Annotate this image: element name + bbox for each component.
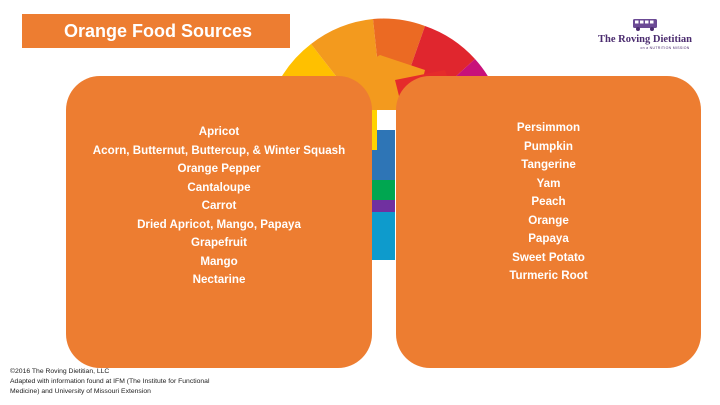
wheel-segment-green <box>365 180 395 200</box>
brand-logo: The Roving Dietitian on a NUTRITION MISS… <box>590 18 700 50</box>
attribution-line: Medicine) and University of Missouri Ext… <box>10 388 151 395</box>
list-item: Carrot <box>201 199 237 212</box>
attribution-line: Adapted with information found at IFM (T… <box>10 378 210 385</box>
list-item: Grapefruit <box>190 236 248 249</box>
food-list-card-left: Apricot Acorn, Butternut, Buttercup, & W… <box>66 76 372 368</box>
copyright-footer: ©2016 The Roving Dietitian, LLC Adapted … <box>10 367 310 397</box>
page-title: Orange Food Sources <box>64 20 253 41</box>
food-list-right: Persimmon Pumpkin Tangerine Yam Peach Or… <box>396 119 701 286</box>
brand-name: The Roving Dietitian <box>598 34 692 45</box>
food-list-left: Apricot Acorn, Butternut, Buttercup, & W… <box>66 123 372 290</box>
list-item: Mango <box>200 254 238 268</box>
list-item: Apricot <box>198 125 240 138</box>
list-item: Peach <box>531 195 566 208</box>
copyright-line: ©2016 The Roving Dietitian, LLC <box>10 368 110 375</box>
bus-icon <box>633 19 657 31</box>
list-item: Yam <box>536 176 561 190</box>
list-item: Orange Pepper <box>177 162 261 175</box>
list-item: Turmeric Root <box>509 269 588 282</box>
page-title-bar: Orange Food Sources <box>22 14 290 48</box>
wheel-segment-purple <box>365 200 395 212</box>
food-list-card-right: Persimmon Pumpkin Tangerine Yam Peach Or… <box>396 76 701 368</box>
list-item: Acorn, Butternut, Buttercup, & Winter Sq… <box>92 143 346 157</box>
list-item: Papaya <box>528 232 569 245</box>
list-item: Persimmon <box>516 121 581 134</box>
list-item: Nectarine <box>192 273 246 286</box>
list-item: Dried Apricot, Mango, Papaya <box>137 217 301 231</box>
list-item: Tangerine <box>521 158 576 171</box>
brand-tagline: on a NUTRITION MISSION <box>640 46 690 50</box>
list-item: Orange <box>528 213 569 227</box>
list-item: Sweet Potato <box>512 250 585 264</box>
list-item: Cantaloupe <box>187 180 251 194</box>
list-item: Pumpkin <box>524 139 573 153</box>
